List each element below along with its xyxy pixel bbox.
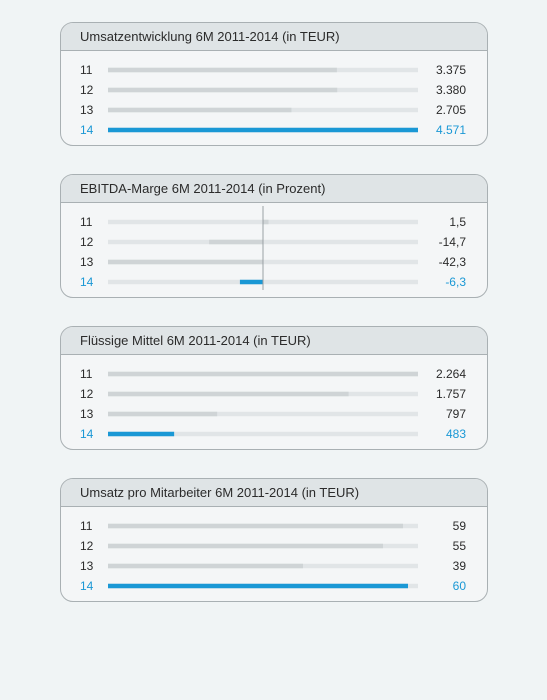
bar-highlight: [239, 279, 263, 285]
bar: [108, 411, 218, 417]
chart-panel-ebitda: EBITDA-Marge 6M 2011-2014 (in Prozent) 1…: [60, 174, 488, 298]
value-label: 2.264: [436, 367, 466, 381]
category-label: 12: [80, 83, 94, 97]
bar-chart-liquiditaet: 11 2.264 12 1.757 13 797 14 483: [80, 367, 466, 441]
chart-panel-umsatz-pro-mitarbeiter: Umsatz pro Mitarbeiter 6M 2011-2014 (in …: [60, 478, 488, 602]
category-label: 11: [80, 367, 93, 381]
category-label: 11: [80, 215, 93, 229]
bar: [108, 87, 338, 93]
category-label: 14: [80, 123, 94, 137]
value-label: 3.380: [436, 83, 466, 97]
category-label: 14: [80, 579, 94, 593]
bar: [108, 107, 292, 113]
value-label: 1,5: [449, 215, 466, 229]
value-label: 483: [446, 427, 466, 441]
value-label: -14,7: [439, 235, 467, 249]
bar-track: [108, 411, 418, 417]
category-label: 13: [80, 255, 94, 269]
bar: [108, 563, 303, 569]
value-label: 60: [453, 579, 467, 593]
chart-title: Flüssige Mittel 6M 2011-2014 (in TEUR): [61, 327, 487, 355]
bar: [209, 239, 263, 245]
value-label: 55: [453, 539, 467, 553]
bar-chart-umsatz: 11 3.375 12 3.380 13 2.705 14 4.571: [80, 63, 466, 137]
category-label: 14: [80, 427, 94, 441]
bar-highlight: [108, 431, 175, 437]
bar: [108, 391, 349, 397]
bar-highlight: [108, 127, 418, 133]
value-label: 2.705: [436, 103, 466, 117]
category-label: 12: [80, 387, 94, 401]
bar: [263, 219, 269, 225]
category-label: 11: [80, 519, 93, 533]
value-label: 797: [446, 407, 466, 421]
category-label: 13: [80, 103, 94, 117]
bar: [108, 259, 263, 265]
category-label: 11: [80, 63, 93, 77]
value-label: 39: [453, 559, 467, 573]
chart-panel-liquiditaet: Flüssige Mittel 6M 2011-2014 (in TEUR) 1…: [60, 326, 488, 450]
chart-panel-umsatz: Umsatzentwicklung 6M 2011-2014 (in TEUR)…: [60, 22, 488, 146]
value-label: 4.571: [436, 123, 466, 137]
bar: [108, 543, 383, 549]
chart-title: EBITDA-Marge 6M 2011-2014 (in Prozent): [61, 175, 487, 203]
category-label: 13: [80, 407, 94, 421]
value-label: -6,3: [445, 275, 466, 289]
bar: [108, 371, 418, 377]
category-label: 14: [80, 275, 94, 289]
value-label: 1.757: [436, 387, 466, 401]
bar: [108, 523, 403, 529]
value-label: -42,3: [439, 255, 467, 269]
value-label: 59: [453, 519, 467, 533]
bar: [108, 67, 337, 73]
bar-chart-ebitda: 11 1,5 12 -14,7 13 -42,3 14 -6,3: [80, 206, 467, 290]
bar-highlight: [108, 583, 408, 589]
category-label: 12: [80, 539, 94, 553]
chart-title: Umsatz pro Mitarbeiter 6M 2011-2014 (in …: [61, 479, 487, 507]
bar-track: [108, 431, 418, 437]
category-label: 12: [80, 235, 94, 249]
value-label: 3.375: [436, 63, 466, 77]
chart-title: Umsatzentwicklung 6M 2011-2014 (in TEUR): [61, 23, 487, 51]
category-label: 13: [80, 559, 94, 573]
bar-chart-umsatz-pro-mitarbeiter: 11 59 12 55 13 39 14 60: [80, 519, 467, 593]
